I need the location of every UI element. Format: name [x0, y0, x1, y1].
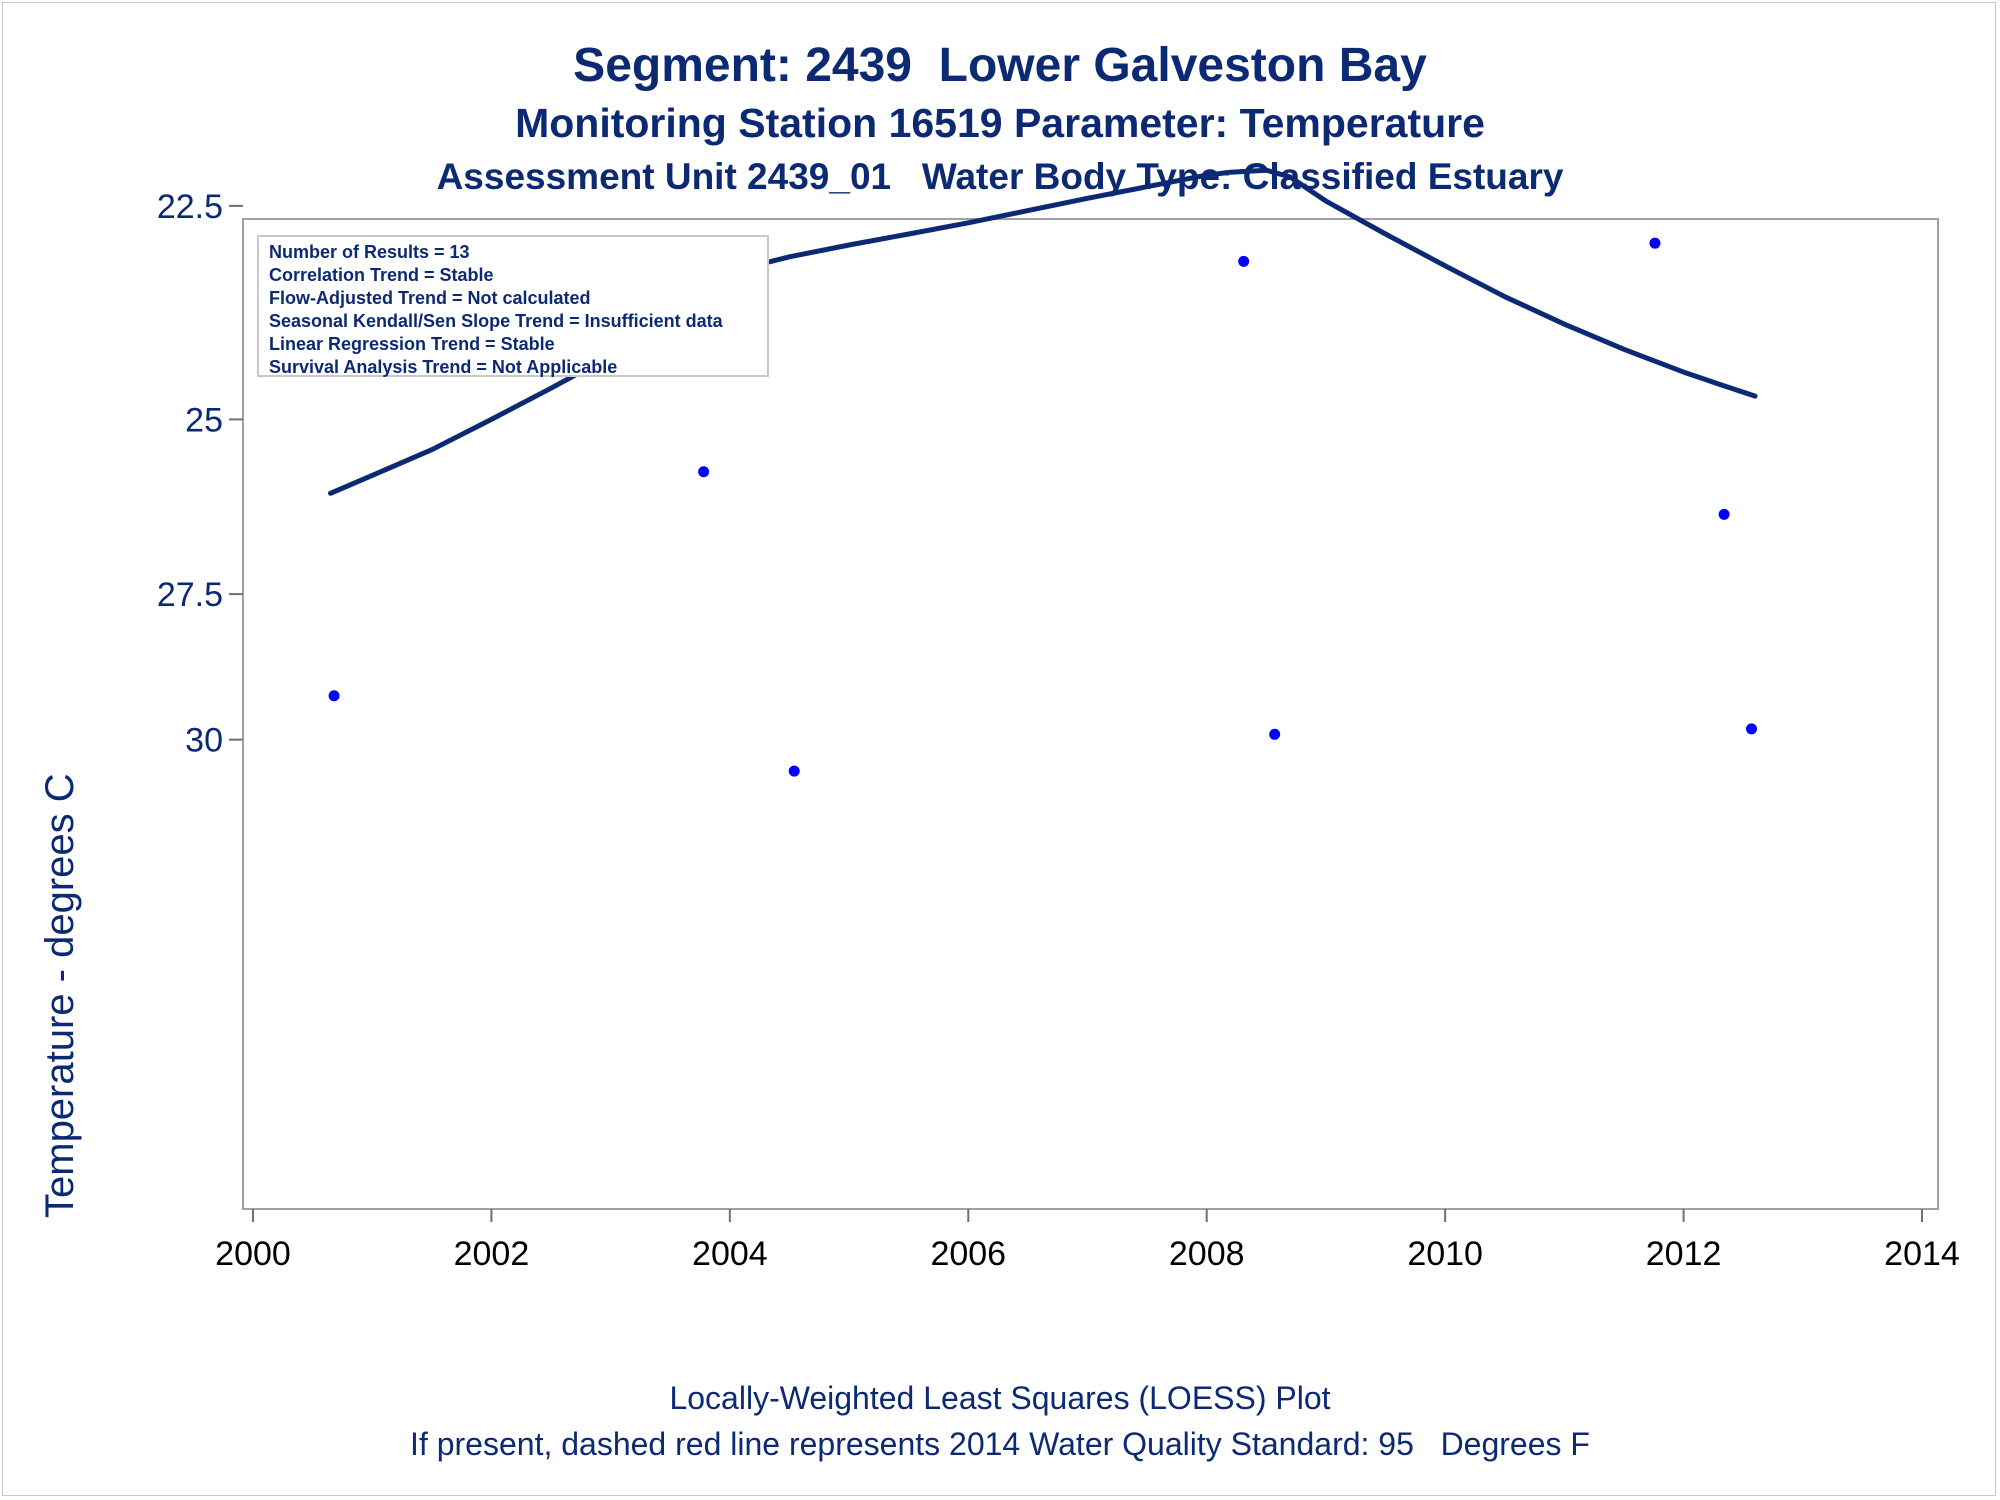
x-tick-label: 2014	[1884, 1235, 1960, 1273]
data-point	[1746, 723, 1758, 735]
chart-subtitle: Monitoring Station 16519 Parameter: Temp…	[515, 100, 1485, 146]
x-tick-label: 2010	[1407, 1235, 1483, 1273]
x-tick-label: 2012	[1646, 1235, 1722, 1273]
chart-title: Segment: 2439 Lower Galveston Bay	[573, 39, 1427, 92]
data-point	[1649, 237, 1661, 249]
data-point	[1269, 728, 1281, 740]
y-tick-label: 22.5	[157, 188, 223, 226]
footnote-1: Locally-Weighted Least Squares (LOESS) P…	[669, 1380, 1331, 1416]
stats-line: Flow-Adjusted Trend = Not calculated	[269, 288, 591, 308]
x-tick-label: 2006	[930, 1235, 1006, 1273]
stats-line: Seasonal Kendall/Sen Slope Trend = Insuf…	[269, 311, 723, 331]
plot-area-frame	[242, 218, 1939, 1210]
stats-box: Number of Results = 13 Correlation Trend…	[257, 235, 769, 377]
stats-line: Correlation Trend = Stable	[269, 265, 494, 285]
y-tick-label: 25	[185, 401, 223, 439]
x-tick-label: 2000	[215, 1235, 291, 1273]
footnote-2: If present, dashed red line represents 2…	[410, 1426, 1590, 1462]
data-point	[1238, 255, 1250, 267]
y-tick-label: 27.5	[157, 576, 223, 614]
x-tick-label: 2004	[692, 1235, 768, 1273]
data-point	[698, 466, 710, 478]
x-tick-label: 2008	[1169, 1235, 1245, 1273]
stats-line: Survival Analysis Trend = Not Applicable	[269, 357, 618, 377]
x-tick-label: 2002	[454, 1235, 530, 1273]
chart-subtitle-2: Assessment Unit 2439_01 Water Body Type:…	[436, 156, 1564, 197]
stats-line: Number of Results = 13	[269, 242, 470, 262]
data-point	[328, 690, 340, 702]
data-point	[1718, 508, 1730, 520]
data-point	[788, 765, 800, 777]
y-tick-label: 30	[185, 722, 223, 760]
stats-line: Linear Regression Trend = Stable	[269, 334, 555, 354]
